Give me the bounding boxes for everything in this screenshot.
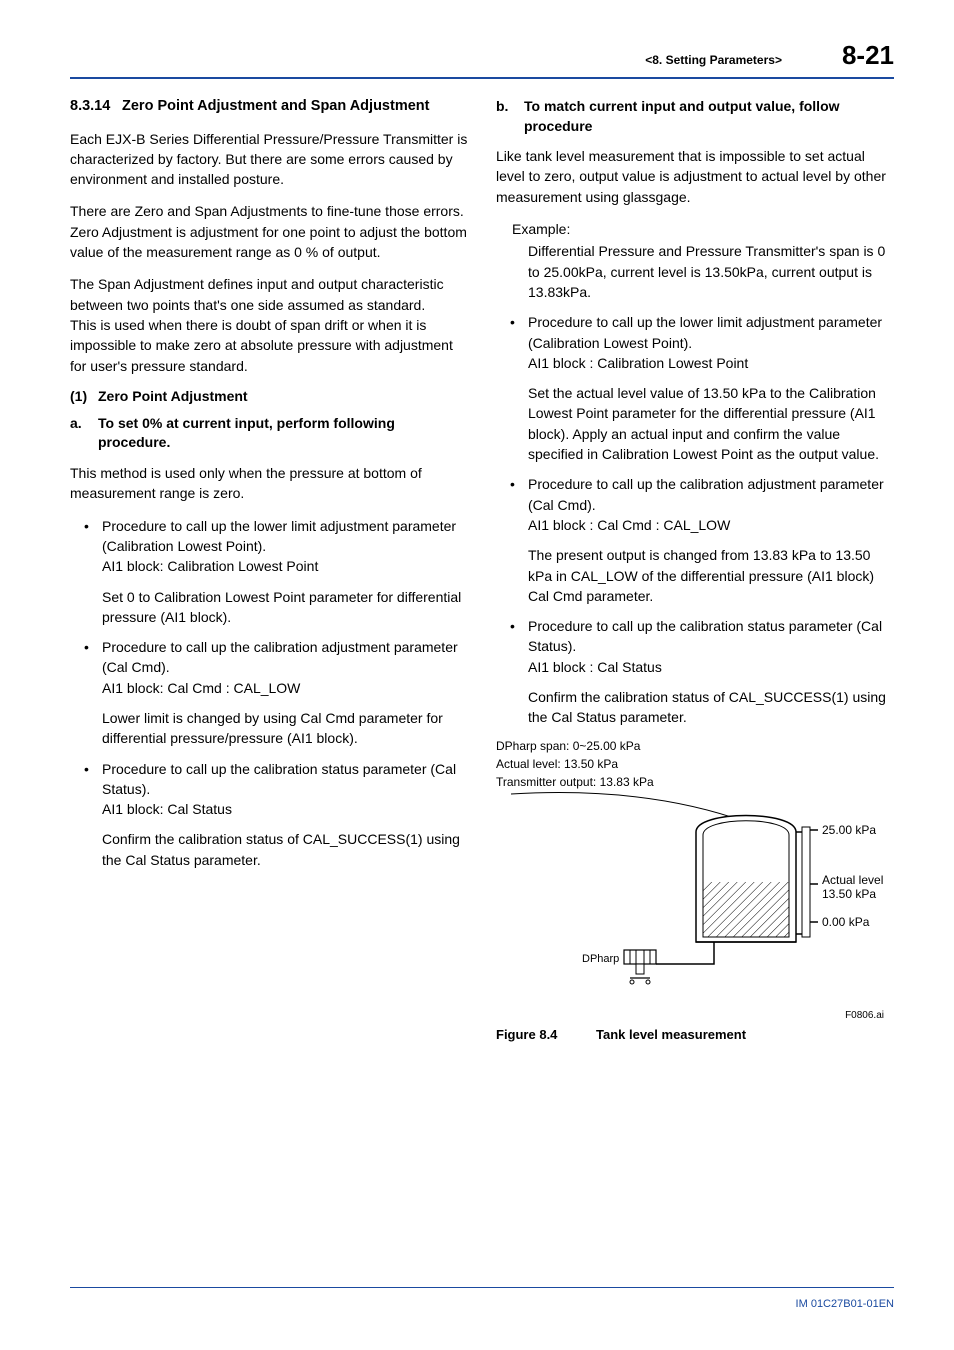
example-text: Differential Pressure and Pressure Trans… bbox=[496, 241, 894, 302]
tank-diagram: 25.00 kPa Actual level 13.50 kPa 0.00 kP… bbox=[496, 792, 896, 1012]
paragraph: Zero Adjustment is adjustment for one po… bbox=[70, 222, 468, 263]
indented-paragraph: The present output is changed from 13.83… bbox=[496, 545, 894, 606]
paragraph: This is used when there is doubt of span… bbox=[70, 315, 468, 376]
header-chapter: <8. Setting Parameters> bbox=[645, 53, 782, 67]
section-title: Zero Point Adjustment and Span Adjustmen… bbox=[122, 97, 429, 117]
indented-paragraph: Set the actual level value of 13.50 kPa … bbox=[496, 383, 894, 464]
step-b-heading: b. To match current input and output val… bbox=[496, 97, 894, 136]
section-number: 8.3.14 bbox=[70, 97, 122, 117]
list-text: Procedure to call up the calibration adj… bbox=[528, 476, 884, 512]
list-text: AI1 block: Calibration Lowest Point bbox=[102, 558, 318, 574]
list-item: Procedure to call up the lower limit adj… bbox=[70, 516, 468, 577]
figure-file-ref: F0806.ai bbox=[496, 1010, 894, 1021]
subheading-1: (1) Zero Point Adjustment bbox=[70, 388, 468, 404]
bullet-list: Procedure to call up the calibration sta… bbox=[70, 759, 468, 820]
list-text: AI1 block : Calibration Lowest Point bbox=[528, 355, 748, 371]
body-columns: 8.3.14 Zero Point Adjustment and Span Ad… bbox=[70, 97, 894, 1042]
paragraph: Each EJX-B Series Differential Pressure/… bbox=[70, 129, 468, 190]
list-text: AI1 block: Cal Cmd : CAL_LOW bbox=[102, 680, 300, 696]
list-text: Procedure to call up the calibration sta… bbox=[528, 618, 882, 654]
subheading-text: Zero Point Adjustment bbox=[98, 388, 248, 404]
indented-paragraph: Confirm the calibration status of CAL_SU… bbox=[496, 687, 894, 728]
fig-label-mid2: 13.50 kPa bbox=[822, 887, 876, 901]
bullet-list: Procedure to call up the calibration sta… bbox=[496, 616, 894, 677]
page-header: <8. Setting Parameters> 8-21 bbox=[70, 40, 894, 79]
fig-label-top: 25.00 kPa bbox=[822, 823, 876, 837]
indented-paragraph: Lower limit is changed by using Cal Cmd … bbox=[70, 708, 468, 749]
paragraph: The Span Adjustment defines input and ou… bbox=[70, 274, 468, 315]
list-text: Procedure to call up the calibration sta… bbox=[102, 761, 456, 797]
step-title: To set 0% at current input, perform foll… bbox=[98, 414, 468, 453]
example-label: Example: bbox=[496, 219, 894, 239]
list-text: AI1 block : Cal Cmd : CAL_LOW bbox=[528, 517, 730, 533]
list-item: Procedure to call up the calibration adj… bbox=[70, 637, 468, 698]
paragraph: Like tank level measurement that is impo… bbox=[496, 146, 894, 207]
figure-meta-line: Transmitter output: 13.83 kPa bbox=[496, 774, 894, 790]
page-footer: IM 01C27B01-01EN bbox=[70, 1287, 894, 1310]
fig-label-bot: 0.00 kPa bbox=[822, 915, 870, 929]
list-text: AI1 block : Cal Status bbox=[528, 659, 662, 675]
list-item: Procedure to call up the calibration sta… bbox=[496, 616, 894, 677]
right-column: b. To match current input and output val… bbox=[496, 97, 894, 1042]
paragraph: This method is used only when the pressu… bbox=[70, 463, 468, 504]
paragraph: There are Zero and Span Adjustments to f… bbox=[70, 201, 468, 221]
bullet-list: Procedure to call up the calibration adj… bbox=[496, 474, 894, 535]
header-page-number: 8-21 bbox=[842, 40, 894, 71]
list-item: Procedure to call up the lower limit adj… bbox=[496, 312, 894, 373]
figure-number: Figure 8.4 bbox=[496, 1027, 596, 1042]
indented-paragraph: Confirm the calibration status of CAL_SU… bbox=[70, 829, 468, 870]
figure-meta-line: Actual level: 13.50 kPa bbox=[496, 756, 894, 772]
list-text: AI1 block: Cal Status bbox=[102, 801, 232, 817]
figure-title: Tank level measurement bbox=[596, 1027, 746, 1042]
figure-meta-line: DPharp span: 0~25.00 kPa bbox=[496, 738, 894, 754]
list-item: Procedure to call up the calibration sta… bbox=[70, 759, 468, 820]
indented-paragraph: Set 0 to Calibration Lowest Point parame… bbox=[70, 587, 468, 628]
list-item: Procedure to call up the calibration adj… bbox=[496, 474, 894, 535]
list-text: Procedure to call up the lower limit adj… bbox=[102, 518, 456, 554]
bullet-list: Procedure to call up the calibration adj… bbox=[70, 637, 468, 698]
list-text: Procedure to call up the calibration adj… bbox=[102, 639, 458, 675]
list-text: Procedure to call up the lower limit adj… bbox=[528, 314, 882, 350]
step-title: To match current input and output value,… bbox=[524, 97, 894, 136]
section-heading: 8.3.14 Zero Point Adjustment and Span Ad… bbox=[70, 97, 468, 117]
figure-caption: Figure 8.4 Tank level measurement bbox=[496, 1027, 894, 1042]
subheading-number: (1) bbox=[70, 388, 98, 404]
fig-label-mid1: Actual level bbox=[822, 873, 883, 887]
step-lead: a. bbox=[70, 414, 98, 453]
bullet-list: Procedure to call up the lower limit adj… bbox=[70, 516, 468, 577]
step-a-heading: a. To set 0% at current input, perform f… bbox=[70, 414, 468, 453]
fig-dpharp-label: DPharp bbox=[582, 953, 619, 965]
doc-id: IM 01C27B01-01EN bbox=[796, 1298, 894, 1310]
left-column: 8.3.14 Zero Point Adjustment and Span Ad… bbox=[70, 97, 468, 1042]
step-lead: b. bbox=[496, 97, 524, 136]
bullet-list: Procedure to call up the lower limit adj… bbox=[496, 312, 894, 373]
figure-block: DPharp span: 0~25.00 kPa Actual level: 1… bbox=[496, 738, 894, 1043]
